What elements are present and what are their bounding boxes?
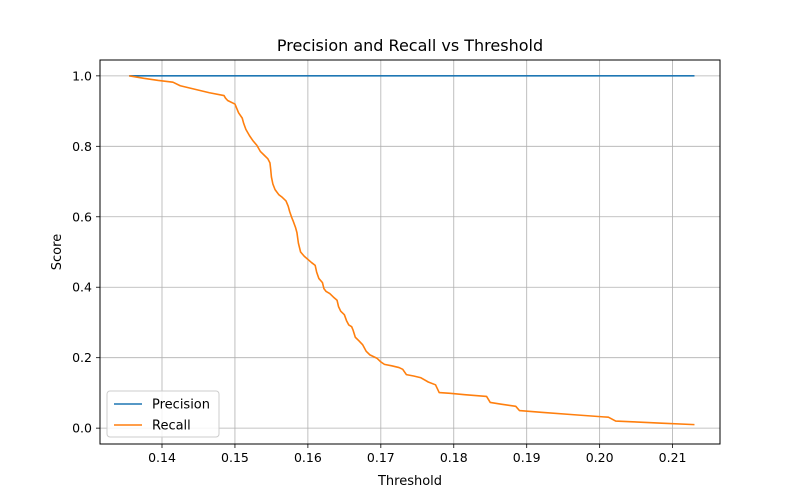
- x-tick-label: 0.18: [440, 450, 468, 465]
- x-tick-label: 0.16: [294, 450, 322, 465]
- y-tick-label: 0.2: [72, 350, 92, 365]
- plot-frame: [99, 59, 721, 445]
- x-tick-label: 0.14: [148, 450, 176, 465]
- legend-label-recall: Recall: [152, 419, 191, 434]
- y-tick-label: 0.6: [72, 209, 92, 224]
- x-tick-label: 0.20: [586, 450, 614, 465]
- x-axis-label: Threshold: [377, 474, 442, 489]
- legend: Precision Recall: [106, 390, 220, 438]
- y-tick-label: 1.0: [72, 68, 92, 83]
- y-axis-label: Score: [50, 234, 65, 270]
- x-tick-label: 0.15: [221, 450, 249, 465]
- chart-title: Precision and Recall vs Threshold: [277, 36, 543, 55]
- y-tick-label: 0.8: [72, 139, 92, 154]
- x-tick-label: 0.19: [513, 450, 541, 465]
- y-tick-label: 0.4: [72, 280, 92, 295]
- x-tick-label: 0.17: [367, 450, 395, 465]
- x-tick-label: 0.21: [659, 450, 687, 465]
- y-tick-label: 0.0: [72, 421, 92, 436]
- legend-label-precision: Precision: [152, 398, 210, 413]
- series-lines: [129, 75, 695, 426]
- recall-line: [129, 75, 695, 426]
- axis-ticks: 0.14 0.15 0.16 0.17 0.18 0.19 0.20 0.21 0.0 0.2 0.…: [72, 68, 686, 465]
